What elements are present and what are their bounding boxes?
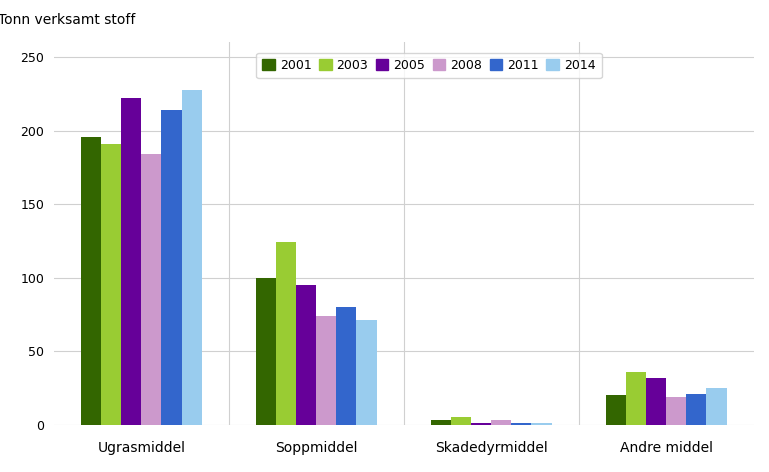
Bar	[276, 243, 296, 425]
Bar	[511, 423, 531, 425]
Bar	[161, 110, 181, 425]
Bar	[357, 320, 377, 425]
Bar	[141, 154, 161, 425]
Text: Tonn verksamt stoff: Tonn verksamt stoff	[0, 13, 135, 27]
Bar	[666, 397, 686, 425]
Bar	[101, 144, 122, 425]
Bar	[181, 90, 201, 425]
Bar	[316, 316, 336, 425]
Bar	[646, 378, 666, 425]
Bar	[471, 423, 491, 425]
Bar	[122, 98, 141, 425]
Bar	[707, 388, 727, 425]
Bar	[81, 136, 101, 425]
Bar	[686, 394, 707, 425]
Bar	[296, 285, 316, 425]
Bar	[256, 278, 276, 425]
Bar	[336, 307, 357, 425]
Legend: 2001, 2003, 2005, 2008, 2011, 2014: 2001, 2003, 2005, 2008, 2011, 2014	[256, 52, 601, 78]
Bar	[491, 421, 511, 425]
Bar	[451, 417, 471, 425]
Bar	[626, 372, 646, 425]
Bar	[431, 421, 451, 425]
Bar	[531, 423, 551, 425]
Bar	[606, 396, 626, 425]
